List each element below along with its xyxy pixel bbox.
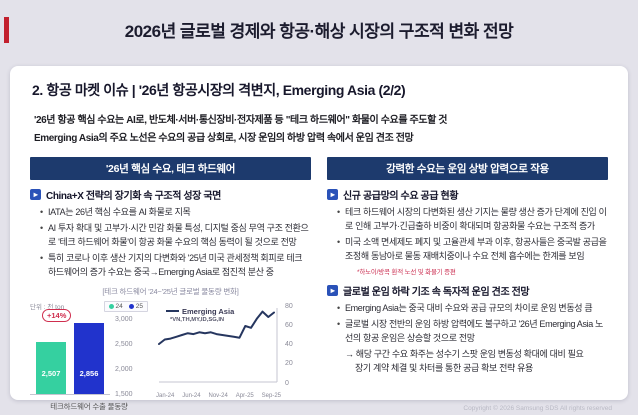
legend-label: Emerging Asia (182, 306, 235, 316)
bar-chart-y-axis: 3,000 2,500 2,000 1,500 (110, 316, 133, 398)
list-item: 미국 소액 면세제도 폐지 및 고율관세 부과 이후, 항공사들은 중국발 공급… (337, 236, 608, 264)
list-item: 테크 하드웨어 시장의 다변화된 생산 기지는 물량 생산 증가 단계에 진입 … (337, 206, 608, 234)
line-swatch-icon (166, 310, 179, 313)
left-section-title-text: China+X 전략의 장기화 속 구조적 성장 국면 (46, 191, 221, 202)
right-section-title-text: 신규 공급망의 수요 공급 현황 (343, 191, 459, 202)
left-section-title: ▸ China+X 전략의 장기화 속 구조적 성장 국면 (30, 187, 311, 202)
y-tick: 1,500 (115, 390, 133, 398)
bar-chart-x-label: 테크하드웨어 수출 물동량 (50, 401, 128, 411)
y-tick: 80 (285, 302, 293, 310)
intro-line: Emerging Asia의 주요 노선은 수요의 공급 상회로, 시장 운임의… (34, 132, 414, 144)
bar-chart: 단위 : 천 ton 24 25 +14% 2,507 2,856 (30, 300, 148, 412)
arrow-bullet-icon: ▸ (327, 284, 338, 296)
legend-label: 25 (135, 302, 143, 310)
arrow-note: → 해당 구간 수요 화주는 성수기 스팟 운임 변동성 확대에 대비 필요 (345, 348, 584, 359)
x-tick: Sep-25 (261, 392, 281, 399)
list-item: 특히 코로나 이후 생산 기지의 다변화와 '25년 미국 관세정책 회피로 테… (40, 252, 311, 280)
right-panel: 강력한 수요는 운임 상방 압력으로 작용 ▸ 신규 공급망의 수요 공급 현황… (327, 157, 608, 415)
right-section-title: ▸ 글로벌 운임 하락 기조 속 독자적 운임 견조 전망 (327, 283, 608, 298)
list-item: Emerging Asia는 중국 대비 수요와 공급 규모의 차이로 운임 변… (337, 302, 608, 316)
y-tick: 2,000 (115, 365, 133, 373)
section-heading: 2. 항공 마켓 이슈 | '26년 항공시장의 격변지, Emerging A… (32, 82, 406, 98)
bar-value: 2,856 (79, 368, 99, 378)
unit-label: 단위 : 천 ton (30, 304, 65, 312)
left-panel: '26년 핵심 수요, 테크 하드웨어 ▸ China+X 전략의 장기화 속 … (30, 157, 311, 415)
line-chart-x-axis: Jan-24 Jun-24 Nov-24 Apr-25 Sep-25 (156, 393, 281, 399)
y-tick: 3,000 (115, 315, 133, 323)
line-chart: Emerging Asia *VN,TH,MY,ID,SG,IN Jan-24 … (156, 301, 311, 399)
list-item: 글로벌 시장 전반의 운임 하방 압력에도 불구하고 '26년 Emerging… (337, 318, 608, 346)
line-chart-legend: Emerging Asia (166, 307, 234, 316)
arrow-bullet-icon: ▸ (30, 189, 41, 200)
y-tick: 60 (285, 321, 293, 329)
arrow-bullet-icon: ▸ (327, 189, 338, 200)
delta-badge: +14% (42, 308, 72, 322)
intro-summary: '26년 항공 핵심 수요는 AI로, 반도체·서버·통신장비·전자제품 등 "… (34, 112, 604, 147)
right-section-title: ▸ 신규 공급망의 수요 공급 현황 (327, 187, 608, 202)
bars-plot: +14% 2,507 2,856 (30, 308, 110, 395)
page-title: 2026년 글로벌 경제와 항공·해상 시장의 구조적 변화 전망 (124, 22, 514, 41)
copyright: Copyright © 2026 Samsung SDS All rights … (463, 405, 612, 412)
bar-2024: 2,507 (36, 341, 66, 394)
left-panel-header: '26년 핵심 수요, 테크 하드웨어 (30, 157, 311, 180)
arrow-note: 장기 계약 체결 및 차터를 통한 공급 확보 전략 유용 (355, 362, 533, 373)
x-tick: Jan-24 (156, 392, 175, 399)
bar-value: 2,507 (41, 368, 61, 378)
legend-dot-icon (128, 303, 134, 309)
y-tick: 0 (285, 379, 289, 387)
legend-dot-icon (108, 303, 114, 309)
y-tick: 40 (285, 341, 293, 349)
line-chart-y-axis: 80 60 40 20 0 (281, 303, 293, 387)
bar-2025: 2,856 (74, 322, 104, 394)
legend-item: 24 (108, 302, 123, 310)
right-section-title-text: 글로벌 운임 하락 기조 속 독자적 운임 견조 전망 (343, 286, 530, 298)
line-chart-note: *VN,TH,MY,ID,SG,IN (170, 316, 225, 323)
x-tick: Apr-25 (235, 392, 254, 399)
footnote: *하노이/방콕 환적 노선 및 화물기 증편 (357, 268, 456, 276)
chart-caption: [테크 하드웨어 '24~'25년 글로벌 물동량 변화] (102, 286, 239, 296)
y-tick: 20 (285, 360, 293, 368)
y-tick: 2,500 (115, 340, 133, 348)
list-item: IATA는 26년 핵심 수요를 AI 화물로 지목 (40, 206, 311, 220)
line-chart-svg (158, 307, 278, 383)
intro-line: '26년 항공 핵심 수요는 AI로, 반도체·서버·통신장비·전자제품 등 "… (34, 115, 448, 126)
right-panel-header: 강력한 수요는 운임 상방 압력으로 작용 (327, 157, 608, 180)
content-card: 2. 항공 마켓 이슈 | '26년 항공시장의 격변지, Emerging A… (10, 66, 628, 411)
bar-chart-legend: 24 25 (103, 300, 148, 312)
x-tick: Nov-24 (208, 392, 228, 399)
slide-accent-mark (4, 17, 9, 43)
legend-item: 25 (128, 302, 143, 310)
legend-label: 24 (115, 302, 123, 310)
list-item: AI 투자 확대 및 고부가·시간 민감 화물 특성, 디지털 중심 무역 구조… (40, 222, 311, 250)
x-tick: Jun-24 (182, 392, 201, 399)
